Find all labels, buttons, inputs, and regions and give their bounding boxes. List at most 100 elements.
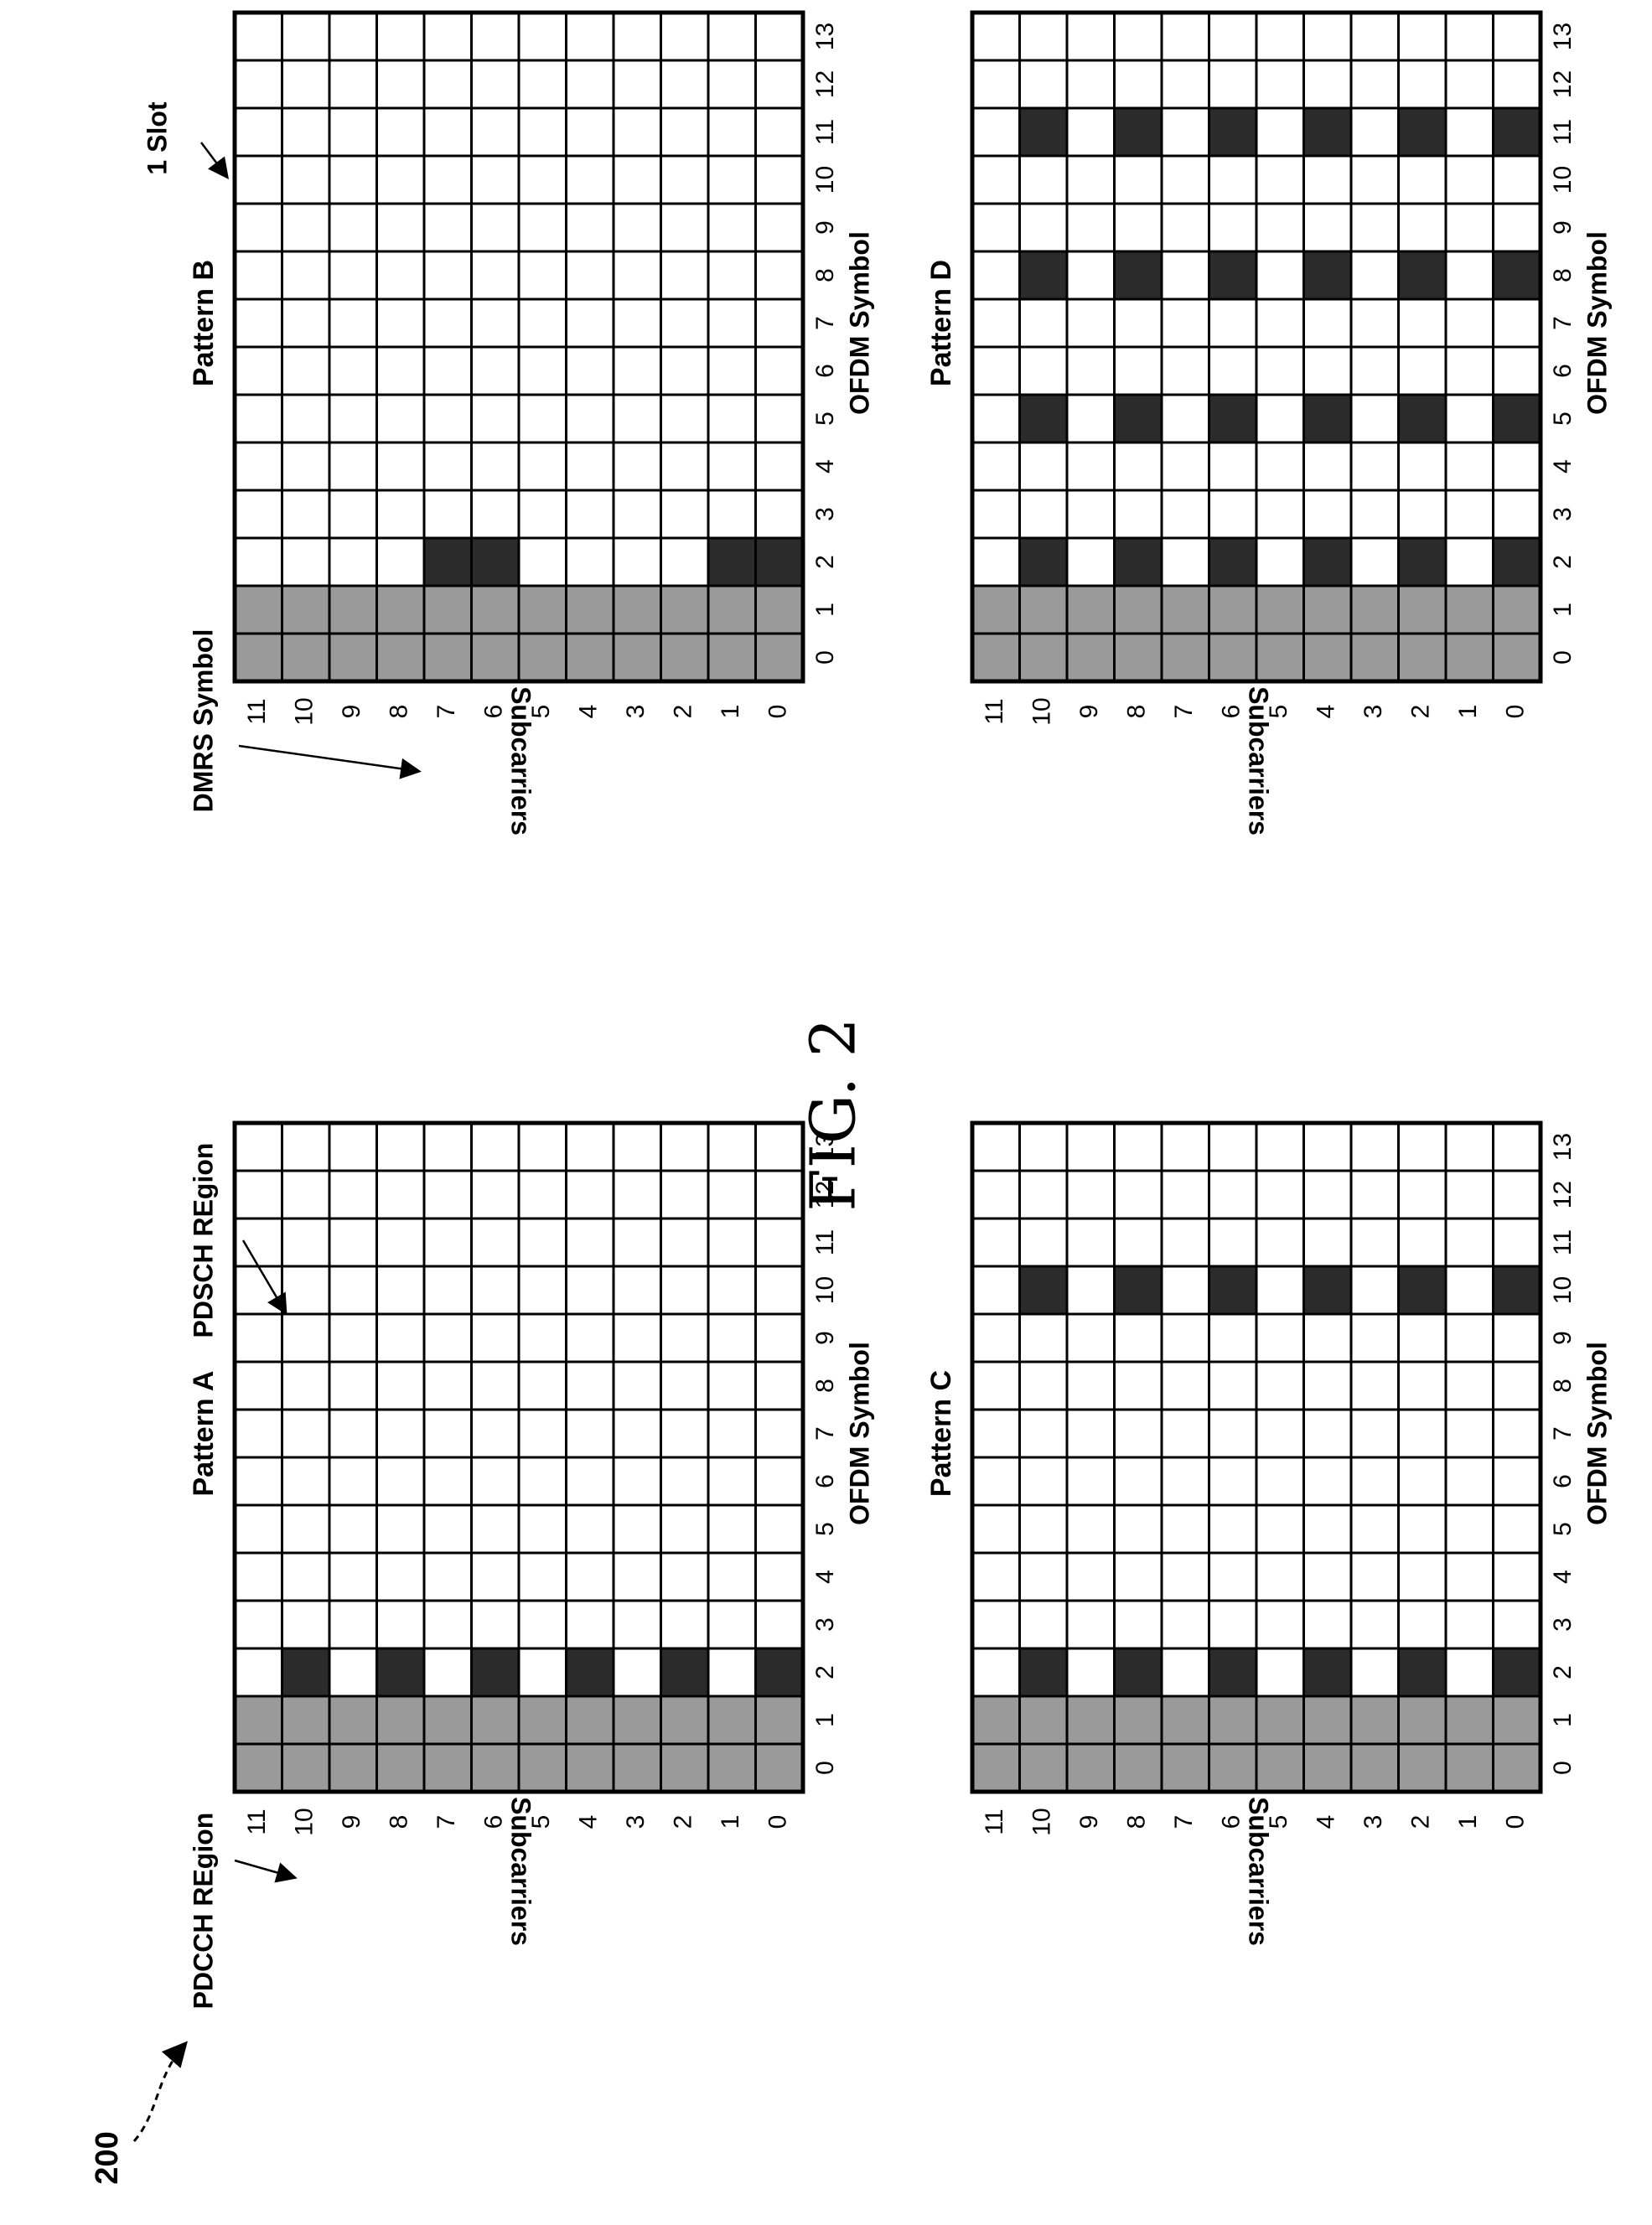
resource-element-control xyxy=(422,1742,473,1793)
resource-element-empty xyxy=(1349,441,1400,492)
resource-element-control xyxy=(1065,632,1116,683)
resource-element-empty xyxy=(1444,1456,1494,1507)
resource-element-control xyxy=(1397,584,1447,635)
resource-element-empty xyxy=(1065,11,1116,62)
pattern-label: Pattern B xyxy=(188,260,220,386)
resource-element-empty xyxy=(565,1599,615,1650)
resource-element-control xyxy=(281,1742,331,1793)
resource-element-empty xyxy=(565,1265,615,1316)
symbol-tick-label: 13 xyxy=(1549,23,1577,50)
symbol-tick-label: 4 xyxy=(811,459,839,473)
resource-element-empty xyxy=(1444,1312,1494,1363)
resource-element-empty xyxy=(422,1503,473,1555)
resource-element-empty xyxy=(281,536,331,587)
resource-element-dmrs xyxy=(1018,1647,1069,1698)
subcarrier-tick-label: 1 xyxy=(717,1815,744,1829)
ofdm-symbol-axis-title: OFDM Symbol xyxy=(844,231,874,415)
subcarrier-tick-label: 3 xyxy=(622,1815,650,1829)
resource-element-empty xyxy=(328,250,378,301)
resource-element-empty xyxy=(470,1121,520,1172)
resource-element-control xyxy=(1492,632,1542,683)
resource-element-empty xyxy=(470,106,520,158)
resource-element-empty xyxy=(1208,441,1258,492)
resource-element-empty xyxy=(971,298,1021,349)
symbol-tick-label: 12 xyxy=(811,1181,839,1208)
resource-element-empty xyxy=(1255,1217,1305,1268)
resource-element-empty xyxy=(375,1551,426,1602)
resource-element-empty xyxy=(233,536,283,587)
resource-element-empty xyxy=(707,11,757,62)
resource-element-control xyxy=(1397,1695,1447,1746)
resource-element-empty xyxy=(470,298,520,349)
resource-element-empty xyxy=(422,11,473,62)
resource-element-control xyxy=(971,1742,1021,1793)
resource-element-empty xyxy=(754,154,805,205)
resource-element-dmrs xyxy=(1113,536,1163,587)
resource-element-empty xyxy=(1065,59,1116,110)
resource-element-empty xyxy=(470,1360,520,1411)
resource-element-empty xyxy=(517,345,567,396)
resource-element-empty xyxy=(281,1121,331,1172)
resource-element-empty xyxy=(971,1265,1021,1316)
resource-element-empty xyxy=(565,11,615,62)
resource-element-control xyxy=(565,584,615,635)
symbol-tick-label: 9 xyxy=(1549,220,1577,235)
resource-element-control xyxy=(754,584,805,635)
pdsch-region-label: PDSCH REgion xyxy=(188,1143,218,1338)
subcarriers-axis-title: Subcarriers xyxy=(1244,1797,1274,1946)
subcarrier-tick-label: 9 xyxy=(1075,1815,1103,1829)
resource-element-empty xyxy=(1113,489,1163,540)
symbol-tick-label: 1 xyxy=(811,603,839,617)
resource-element-empty xyxy=(754,489,805,540)
resource-element-control xyxy=(1397,1742,1447,1793)
subcarrier-tick-label: 5 xyxy=(527,1815,555,1829)
symbol-tick-label: 1 xyxy=(1549,1713,1577,1727)
resource-element-empty xyxy=(754,11,805,62)
resource-element-empty xyxy=(1255,1503,1305,1555)
resource-element-empty xyxy=(971,1408,1021,1459)
resource-element-control xyxy=(1160,1695,1210,1746)
resource-element-control xyxy=(1397,632,1447,683)
subcarrier-tick-label: 10 xyxy=(291,1808,318,1835)
resource-element-empty xyxy=(1255,345,1305,396)
resource-element-empty xyxy=(422,1647,473,1698)
resource-element-empty xyxy=(660,1217,710,1268)
subcarrier-tick-label: 0 xyxy=(1502,705,1530,719)
resource-element-empty xyxy=(281,1312,331,1363)
resource-element-empty xyxy=(1444,11,1494,62)
resource-element-control xyxy=(233,584,283,635)
resource-element-dmrs xyxy=(1113,106,1163,158)
resource-element-empty xyxy=(328,1312,378,1363)
figure-ref-label: 200 xyxy=(90,2131,125,2184)
resource-element-empty xyxy=(233,1312,283,1363)
subcarrier-tick-label: 3 xyxy=(622,705,650,719)
resource-element-empty xyxy=(1065,345,1116,396)
subcarrier-tick-label: 6 xyxy=(1218,705,1245,719)
resource-element-empty xyxy=(375,1599,426,1650)
resource-element-control xyxy=(233,1695,283,1746)
symbol-tick-label: 4 xyxy=(811,1570,839,1584)
resource-element-empty xyxy=(375,489,426,540)
resource-element-empty xyxy=(1065,441,1116,492)
resource-element-empty xyxy=(281,1169,331,1220)
resource-element-empty xyxy=(328,1121,378,1172)
resource-element-empty xyxy=(1160,536,1210,587)
resource-element-empty xyxy=(1349,1169,1400,1220)
resource-element-empty xyxy=(565,106,615,158)
symbol-tick-label: 8 xyxy=(1549,268,1577,282)
resource-element-empty xyxy=(707,250,757,301)
resource-element-empty xyxy=(1113,1312,1163,1363)
subcarrier-tick-label: 2 xyxy=(1407,705,1435,719)
resource-element-control xyxy=(1208,584,1258,635)
resource-element-empty xyxy=(1349,1551,1400,1602)
resource-element-empty xyxy=(707,1217,757,1268)
resource-element-empty xyxy=(328,536,378,587)
resource-element-dmrs xyxy=(1397,1647,1447,1698)
symbol-tick-label: 5 xyxy=(811,411,839,426)
resource-element-control xyxy=(1492,1695,1542,1746)
resource-element-empty xyxy=(1255,1551,1305,1602)
resource-element-empty xyxy=(1444,1551,1494,1602)
resource-element-empty xyxy=(1160,11,1210,62)
resource-element-empty xyxy=(517,1121,567,1172)
